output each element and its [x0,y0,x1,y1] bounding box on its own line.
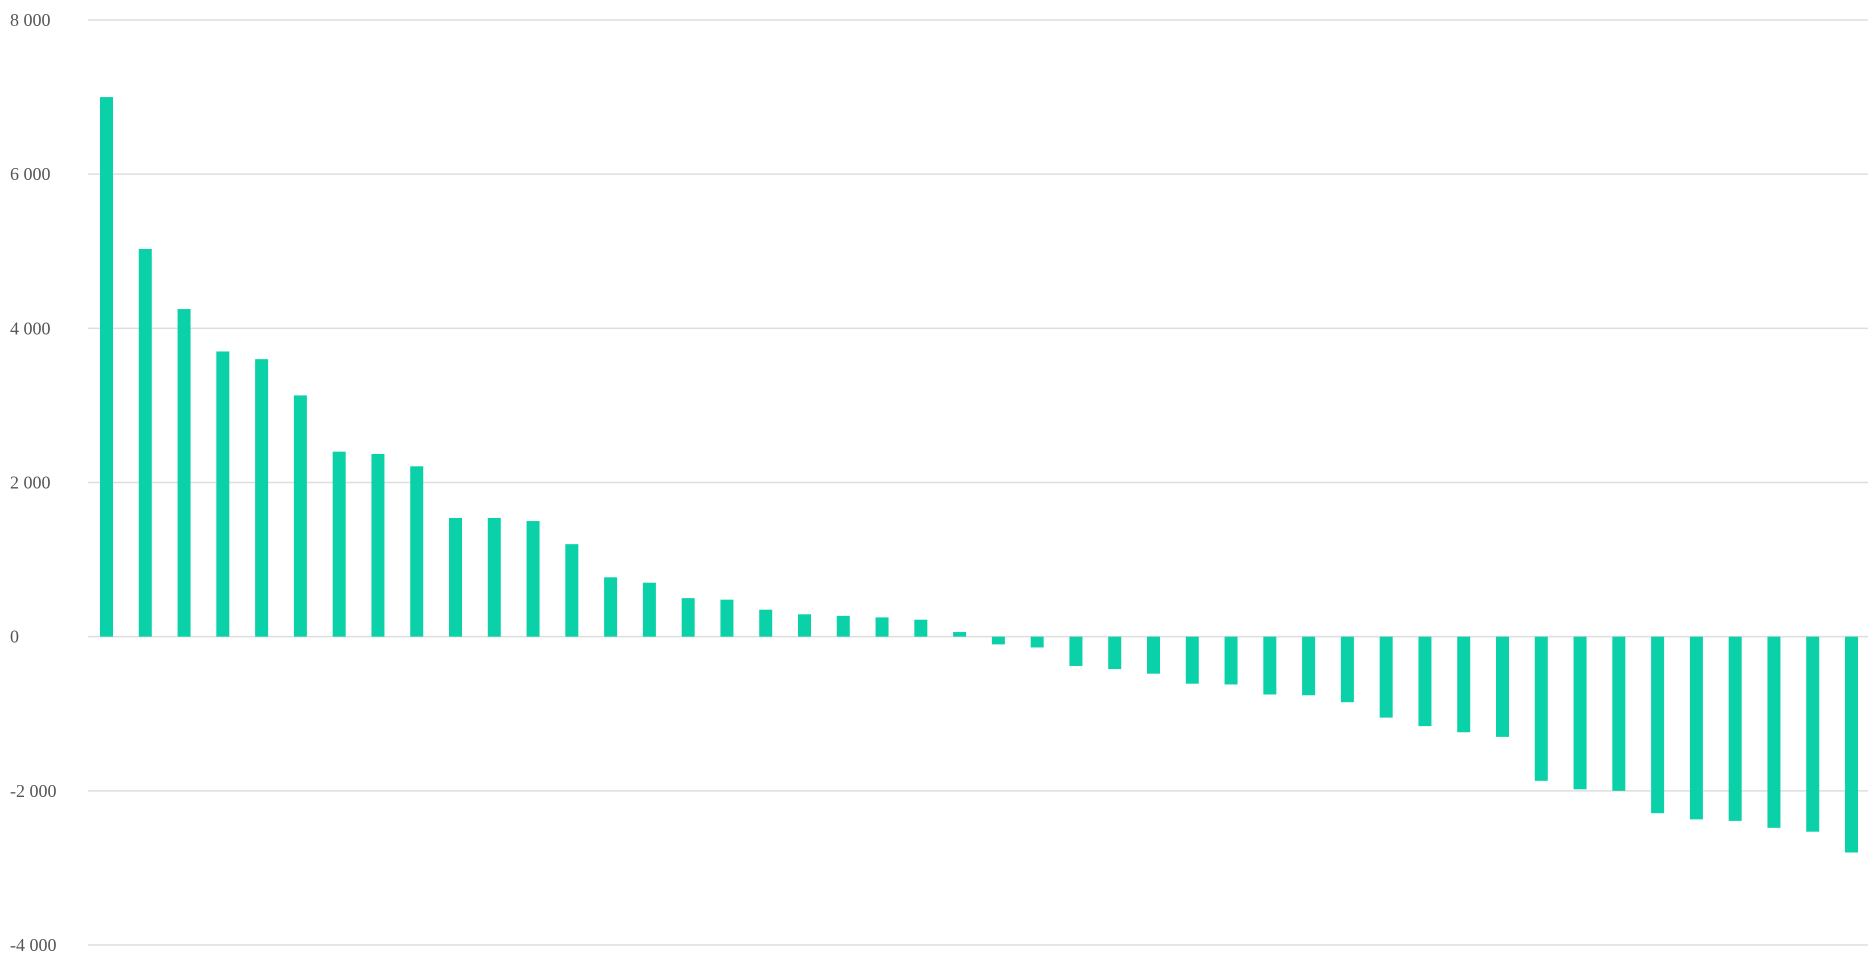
bar [1340,636,1354,703]
bar-series [100,97,1858,853]
bar [798,614,811,637]
bar [875,617,889,637]
bar [1612,636,1626,791]
bar [1767,636,1781,828]
y-tick-label: -2 000 [10,781,57,801]
bar [681,598,695,637]
bar [449,517,462,637]
gridlines [88,19,1868,946]
y-tick-label: 4 000 [10,318,51,338]
y-tick-label: 8 000 [10,10,51,30]
bar [371,453,385,637]
bar [255,359,269,637]
bar [526,521,540,637]
bar [914,619,928,637]
bar [1496,636,1509,737]
bar [759,609,773,637]
bar [836,615,850,637]
bar [332,451,346,637]
bar [100,97,113,637]
bar [1728,636,1742,821]
bar [1418,636,1432,727]
bar [1147,636,1160,674]
bar [1069,636,1083,666]
bar [216,351,230,637]
y-tick-label: 2 000 [10,473,51,493]
bar [138,248,152,637]
bar [991,636,1005,645]
bar [487,517,501,637]
bar [1806,636,1820,832]
bar [1030,636,1044,648]
bar [1534,636,1548,781]
bar [1379,636,1393,718]
y-tick-label: -4 000 [10,935,57,955]
bar [1263,636,1277,695]
bar [293,395,307,637]
bar [1651,636,1665,814]
bar [410,466,424,637]
bar [565,544,579,637]
bar [1457,636,1471,733]
bar [1224,636,1238,685]
bar [177,309,191,637]
y-tick-label: 6 000 [10,164,51,184]
bar [604,577,618,637]
y-axis-tick-labels: 8 000 6 000 4 000 2 000 0 -2 000 -4 000 [10,10,57,955]
bar [953,632,967,637]
bar [1845,636,1858,853]
bar [1573,636,1587,790]
bar [1302,636,1316,696]
y-tick-label: 0 [10,627,19,647]
bar [1185,636,1199,684]
bar [1108,636,1122,670]
bar [642,582,656,637]
bar [1689,636,1703,820]
bar [720,599,734,637]
